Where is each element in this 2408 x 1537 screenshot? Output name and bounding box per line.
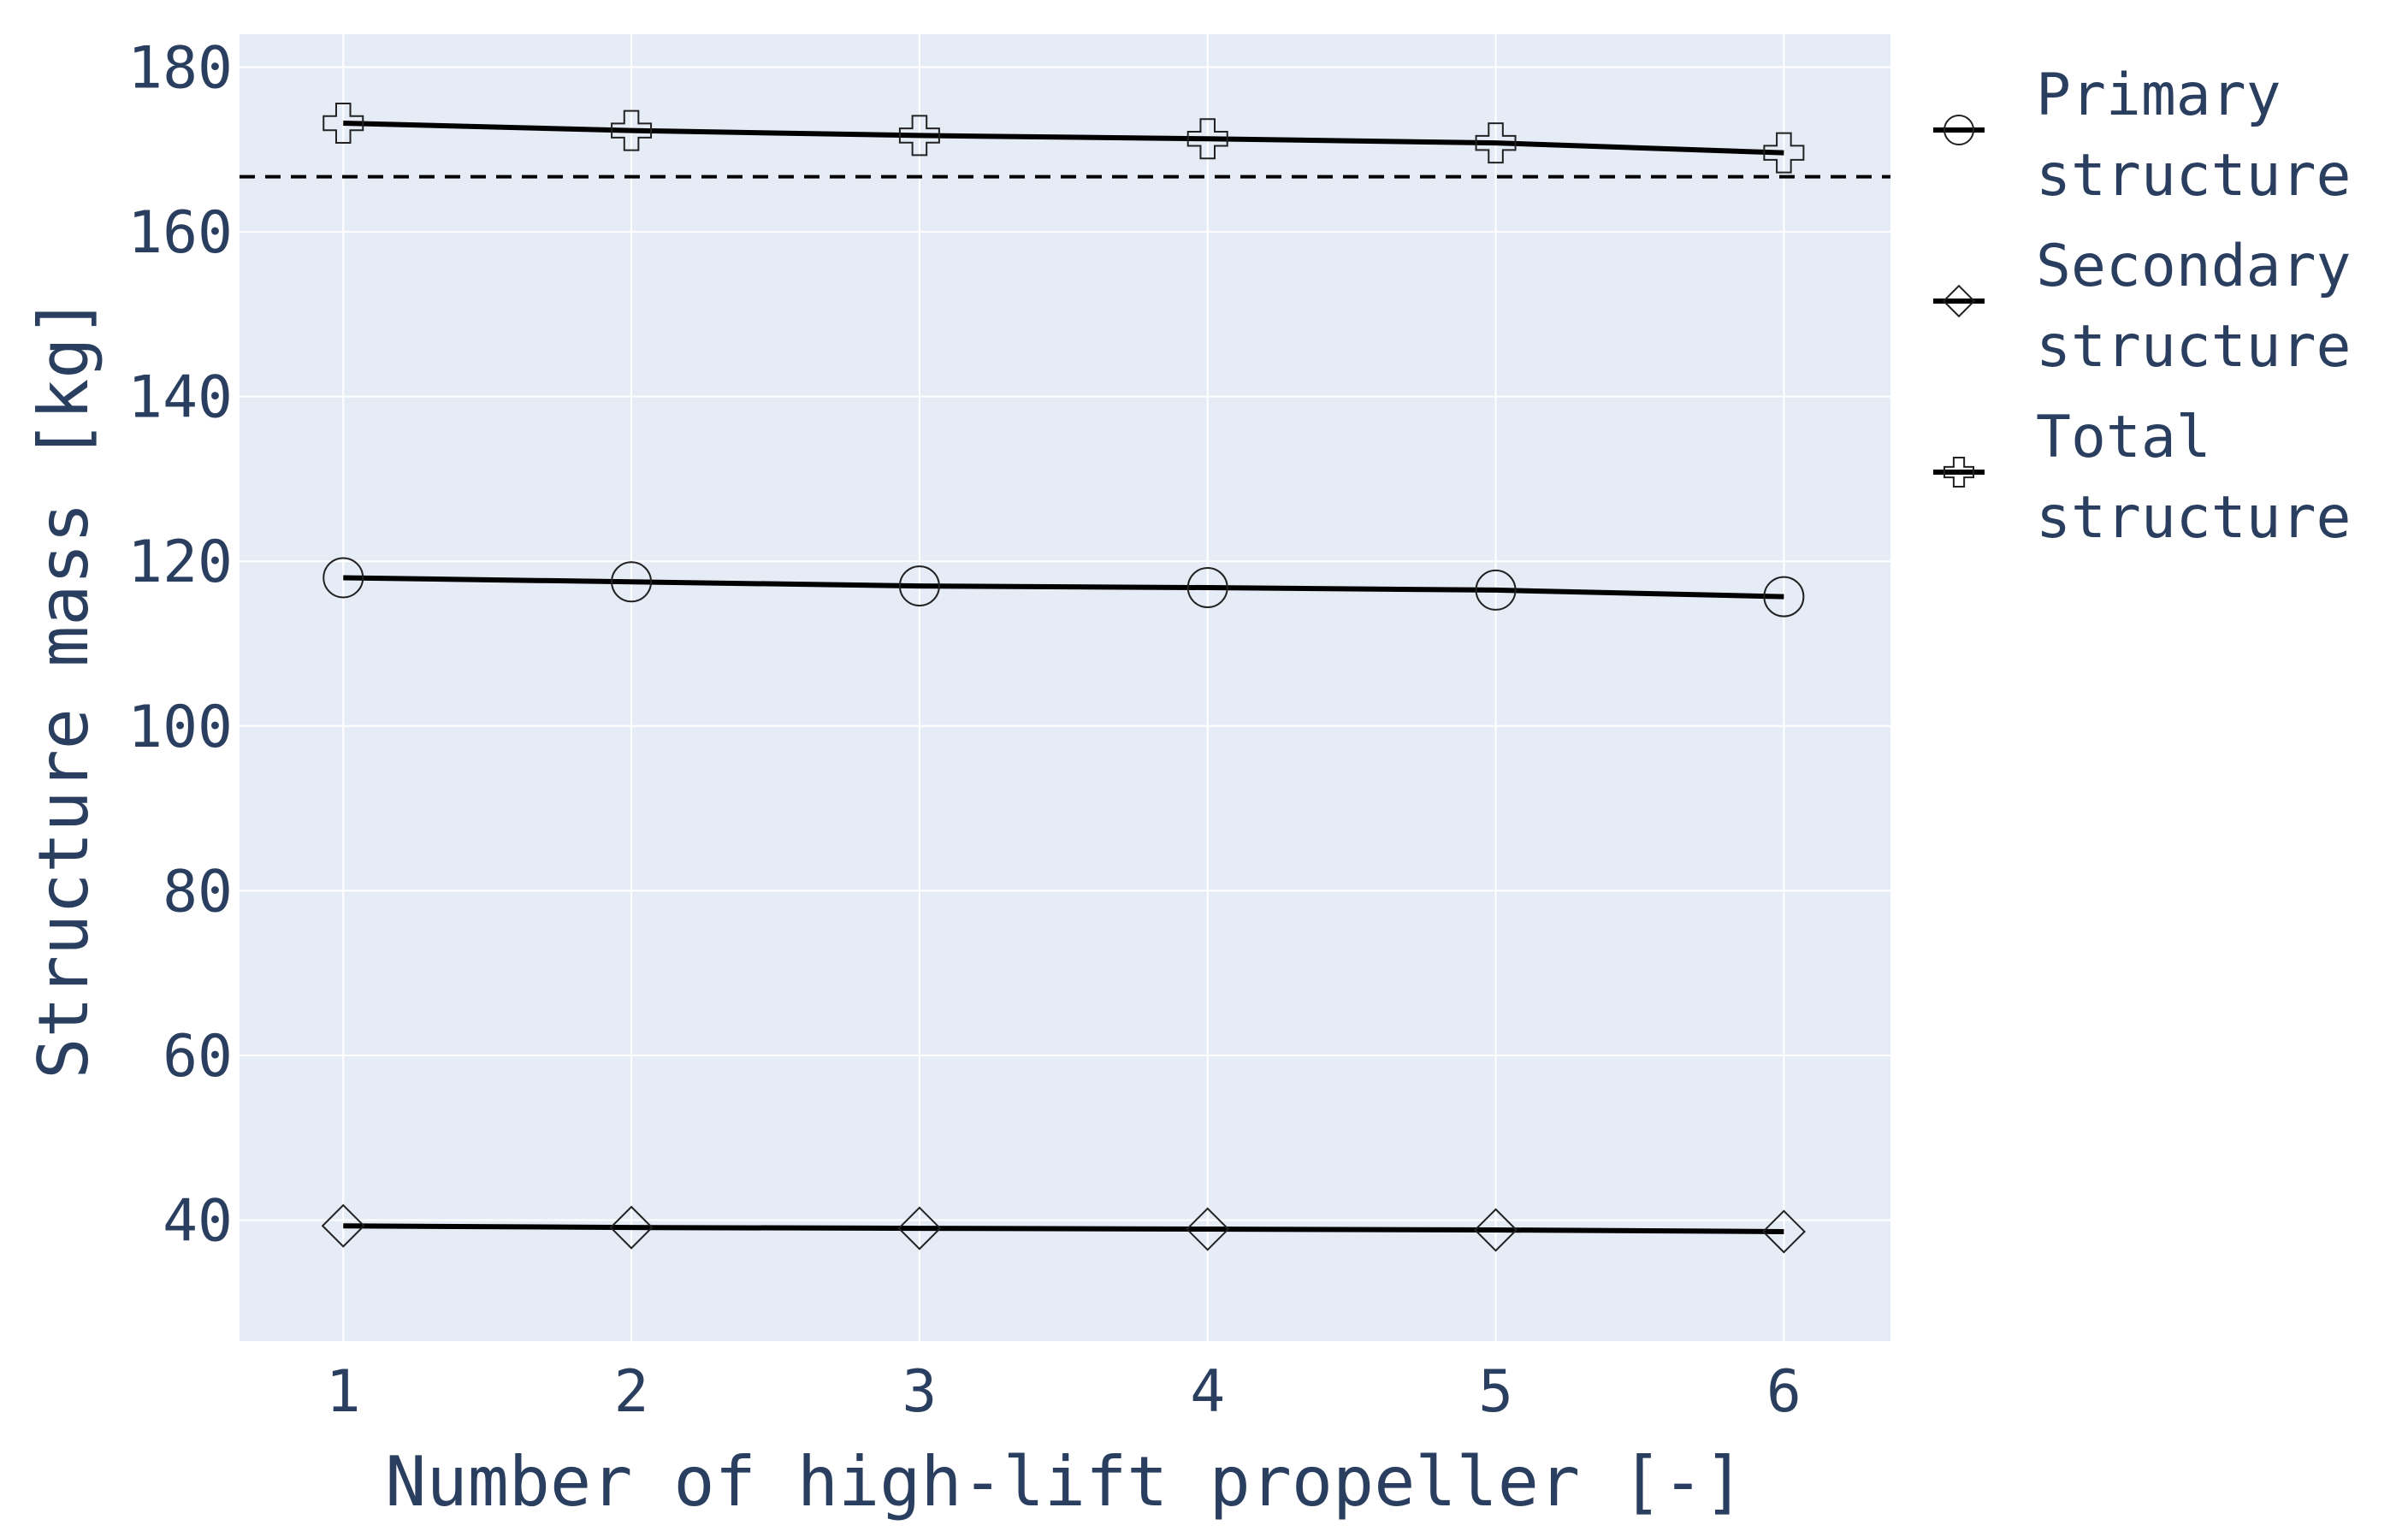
y-axis-title: Structure mass [kg] — [24, 296, 104, 1079]
data-point-circle — [1944, 115, 1974, 145]
y-tick-label: 100 — [127, 694, 233, 761]
data-point-cross — [1944, 457, 1974, 488]
data-point-diamond — [1473, 1208, 1518, 1252]
legend-item: Total structure — [1933, 404, 2351, 552]
y-tick-label: 160 — [127, 199, 233, 267]
legend-label: structure — [2036, 484, 2351, 552]
series-line — [343, 120, 1784, 156]
data-point-circle — [1186, 567, 1228, 609]
data-point-diamond — [1942, 284, 1976, 318]
data-point-diamond — [321, 1203, 365, 1248]
data-point-circle — [1475, 569, 1517, 611]
legend-label: structure — [2036, 142, 2351, 210]
x-tick-label: 2 — [614, 1358, 649, 1426]
x-tick-label: 5 — [1478, 1358, 1513, 1426]
data-point-diamond — [609, 1205, 654, 1250]
y-tick-label: 180 — [127, 35, 233, 103]
legend-item: Secondary structure — [1933, 233, 2351, 381]
x-axis-ticks: 1 2 3 4 5 6 — [326, 1358, 1802, 1426]
data-point-circle — [1763, 576, 1805, 618]
data-point-circle — [322, 557, 364, 599]
x-tick-label: 3 — [902, 1358, 937, 1426]
y-axis-ticks: 40 60 80 100 120 140 160 180 — [127, 35, 233, 1256]
x-tick-label: 6 — [1766, 1358, 1802, 1426]
legend-label: Primary — [2036, 62, 2281, 129]
plot-background — [240, 34, 1890, 1341]
legend-item: Primary structure — [1933, 62, 2351, 210]
data-point-cross — [1475, 122, 1517, 164]
grid — [240, 34, 1890, 1341]
y-tick-label: 60 — [163, 1023, 233, 1091]
data-point-cross — [1186, 118, 1228, 160]
y-tick-label: 40 — [163, 1187, 233, 1255]
series-line — [343, 575, 1784, 600]
legend-label: structure — [2036, 313, 2351, 381]
x-tick-label: 4 — [1190, 1358, 1225, 1426]
series — [321, 102, 1806, 1254]
legend: Primary structure Secondary structure Total s… — [1933, 62, 2351, 552]
series-cross — [322, 102, 1805, 174]
data-point-cross — [611, 109, 653, 151]
x-axis-title: Number of high-lift propeller [-] — [385, 1442, 1744, 1522]
data-point-diamond — [1761, 1209, 1806, 1254]
data-point-diamond — [897, 1206, 942, 1250]
data-point-circle — [611, 561, 653, 603]
legend-label: Total — [2036, 404, 2211, 471]
series-line — [343, 1223, 1784, 1234]
series-circle — [322, 557, 1805, 618]
data-point-cross — [898, 115, 940, 157]
data-point-cross — [1763, 132, 1805, 174]
data-point-diamond — [1186, 1207, 1230, 1251]
data-point-circle — [898, 565, 940, 607]
y-tick-label: 140 — [127, 364, 233, 432]
y-tick-label: 80 — [163, 858, 233, 925]
x-tick-label: 1 — [326, 1358, 361, 1426]
y-tick-label: 120 — [127, 529, 233, 596]
series-diamond — [321, 1203, 1806, 1254]
data-point-cross — [322, 102, 364, 144]
legend-label: Secondary — [2036, 233, 2351, 300]
